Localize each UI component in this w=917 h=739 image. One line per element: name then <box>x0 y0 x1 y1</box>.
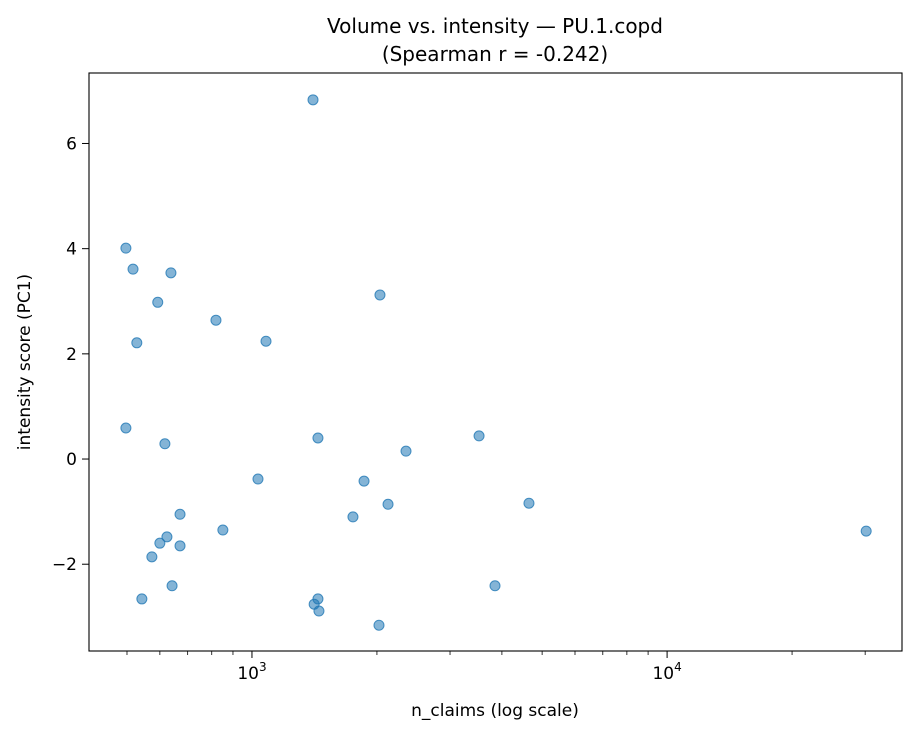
y-tick-label: 4 <box>66 240 77 260</box>
y-tick-label: 2 <box>66 345 77 365</box>
x-tick-label: 103 <box>237 660 266 684</box>
data-point <box>260 335 272 347</box>
plot-frame <box>88 72 903 652</box>
data-point <box>400 445 412 457</box>
data-point <box>307 94 319 106</box>
data-point <box>154 537 166 549</box>
data-point <box>473 430 485 442</box>
data-point <box>382 498 394 510</box>
data-point <box>374 289 386 301</box>
chart-subtitle: (Spearman r = -0.242) <box>382 42 608 66</box>
data-point <box>165 267 177 279</box>
x-tick-label: 104 <box>652 660 681 684</box>
data-point <box>120 242 132 254</box>
y-tick-label: −2 <box>52 555 77 575</box>
data-point <box>217 524 229 536</box>
data-point <box>252 473 264 485</box>
data-point <box>127 263 139 275</box>
data-point <box>860 525 872 537</box>
data-point <box>373 619 385 631</box>
x-axis: 103 104 <box>126 651 866 684</box>
data-point <box>489 580 501 592</box>
y-tick-label: 6 <box>66 134 77 154</box>
data-point <box>358 475 370 487</box>
data-point <box>159 438 171 450</box>
data-point <box>174 508 186 520</box>
data-point <box>312 432 324 444</box>
data-point <box>136 593 148 605</box>
points-layer <box>120 94 872 631</box>
y-axis: 6 4 2 0 −2 <box>52 134 89 575</box>
chart-title: Volume vs. intensity — PU.1.copd <box>327 14 663 38</box>
y-axis-label: intensity score (PC1) <box>15 274 35 450</box>
data-point <box>166 580 178 592</box>
y-tick-label: 0 <box>66 450 77 470</box>
data-point <box>523 497 535 509</box>
data-point <box>146 551 158 563</box>
data-point <box>174 540 186 552</box>
data-point <box>120 422 132 434</box>
x-axis-label: n_claims (log scale) <box>411 701 579 721</box>
data-point <box>152 296 164 308</box>
data-point <box>210 314 222 326</box>
data-point <box>347 511 359 523</box>
data-point <box>131 337 143 349</box>
data-point <box>161 531 173 543</box>
data-point <box>313 605 325 617</box>
